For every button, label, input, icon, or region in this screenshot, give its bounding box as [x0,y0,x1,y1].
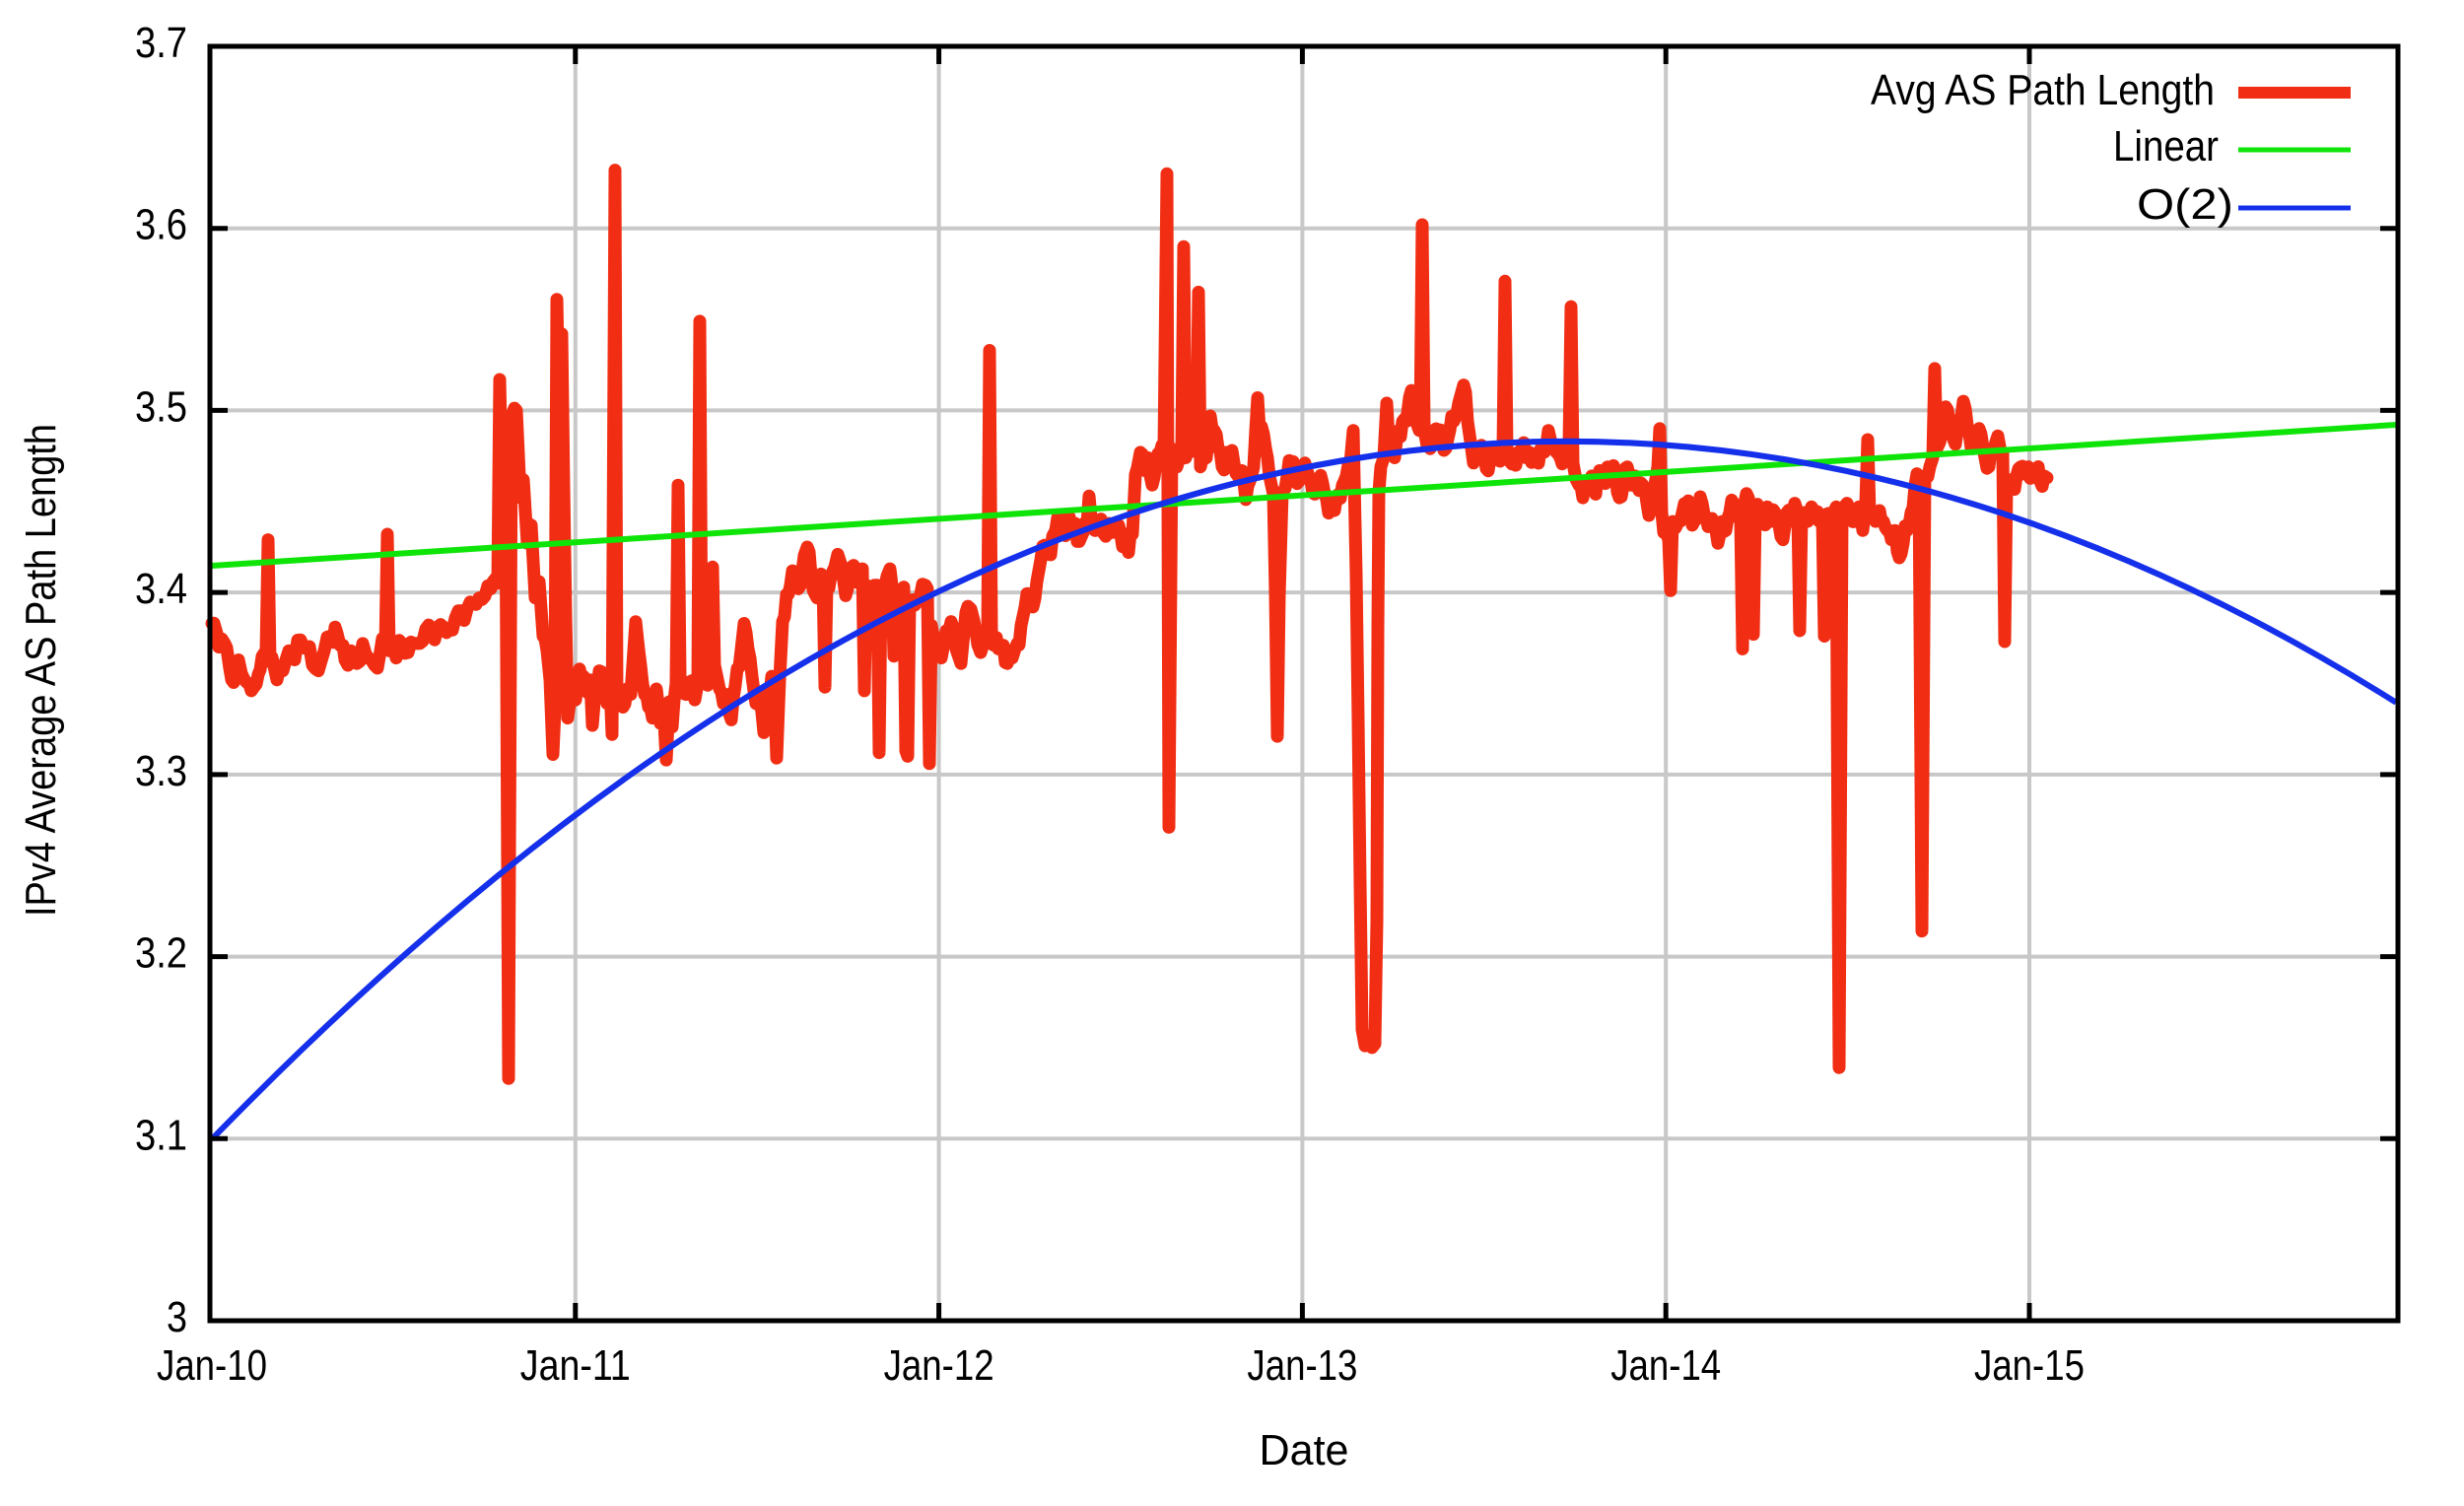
svg-text:3.1: 3.1 [135,1111,187,1159]
svg-text:Jan-10: Jan-10 [157,1341,267,1390]
svg-text:3.4: 3.4 [135,565,187,613]
svg-text:Date: Date [1260,1426,1349,1474]
svg-text:Linear: Linear [2113,122,2219,171]
svg-text:3.2: 3.2 [135,929,187,978]
svg-text:3.7: 3.7 [135,19,187,67]
svg-text:Jan-12: Jan-12 [884,1341,994,1390]
svg-text:IPv4 Average AS Path Length: IPv4 Average AS Path Length [17,424,65,917]
svg-text:Jan-14: Jan-14 [1610,1341,1721,1390]
svg-text:3.5: 3.5 [135,382,187,431]
svg-text:Avg AS Path Length: Avg AS Path Length [1871,66,2215,114]
svg-text:3.6: 3.6 [135,201,187,249]
svg-text:3.3: 3.3 [135,747,187,795]
svg-text:Jan-13: Jan-13 [1247,1341,1357,1390]
svg-text:Jan-11: Jan-11 [520,1341,631,1390]
svg-text:Jan-15: Jan-15 [1974,1341,2085,1390]
svg-text:3: 3 [167,1293,187,1341]
svg-text:O(2): O(2) [2137,180,2233,229]
